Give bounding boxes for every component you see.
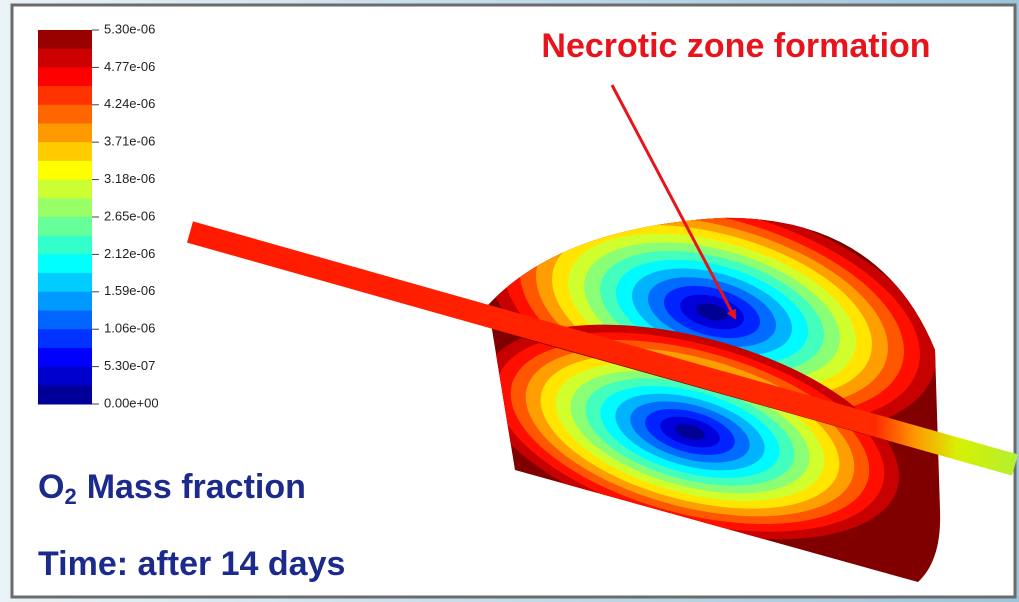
colorbar-band (38, 311, 92, 330)
colorbar-band (38, 273, 92, 292)
colorbar-band (38, 348, 92, 367)
colorbar-band (38, 161, 92, 180)
colorbar-band (38, 49, 92, 68)
annotation: Necrotic zone formation (541, 27, 930, 65)
colorbar-band (38, 367, 92, 386)
colorbar-label: 5.30e-06 (104, 21, 155, 36)
quantity-text: Mass fraction (87, 468, 306, 506)
colorbar-label: 5.30e-07 (104, 358, 155, 373)
colorbar-band (38, 385, 92, 404)
time-label: Time: after 14 days (38, 545, 345, 583)
colorbar-band (38, 105, 92, 124)
colorbar-label: 1.06e-06 (104, 321, 155, 336)
colorbar-label: 3.18e-06 (104, 171, 155, 186)
page: {"colorbar": {"labels": ["5.30e-06", "4.… (0, 0, 1019, 602)
colorbar-label: 2.12e-06 (104, 246, 155, 261)
colorbar-band (38, 30, 92, 49)
colorbar-label: 2.65e-06 (104, 208, 155, 223)
colorbar-band (38, 124, 92, 143)
colorbar-label: 4.24e-06 (104, 96, 155, 111)
subscript: 2 (64, 484, 76, 509)
colorbar-band (38, 180, 92, 199)
colorbar-band (38, 254, 92, 273)
colorbar-label: 0.00e+00 (104, 395, 159, 410)
figure: 5.30e-06 4.77e-06 4.24e-06 3.71e-06 3.18e-06… (0, 0, 1019, 602)
colorbar-label: 4.77e-06 (104, 59, 155, 74)
colorbar-band (38, 217, 92, 236)
colorbar-band (38, 86, 92, 105)
colorbar-band (38, 236, 92, 255)
colorbar-label: 1.59e-06 (104, 283, 155, 298)
colorbar-label: 3.71e-06 (104, 134, 155, 149)
colorbar-band (38, 329, 92, 348)
colorbar-band (38, 142, 92, 161)
colorbar-band (38, 67, 92, 86)
colorbar-band (38, 292, 92, 311)
colorbar-band (38, 198, 92, 217)
symbol: O (38, 468, 64, 506)
